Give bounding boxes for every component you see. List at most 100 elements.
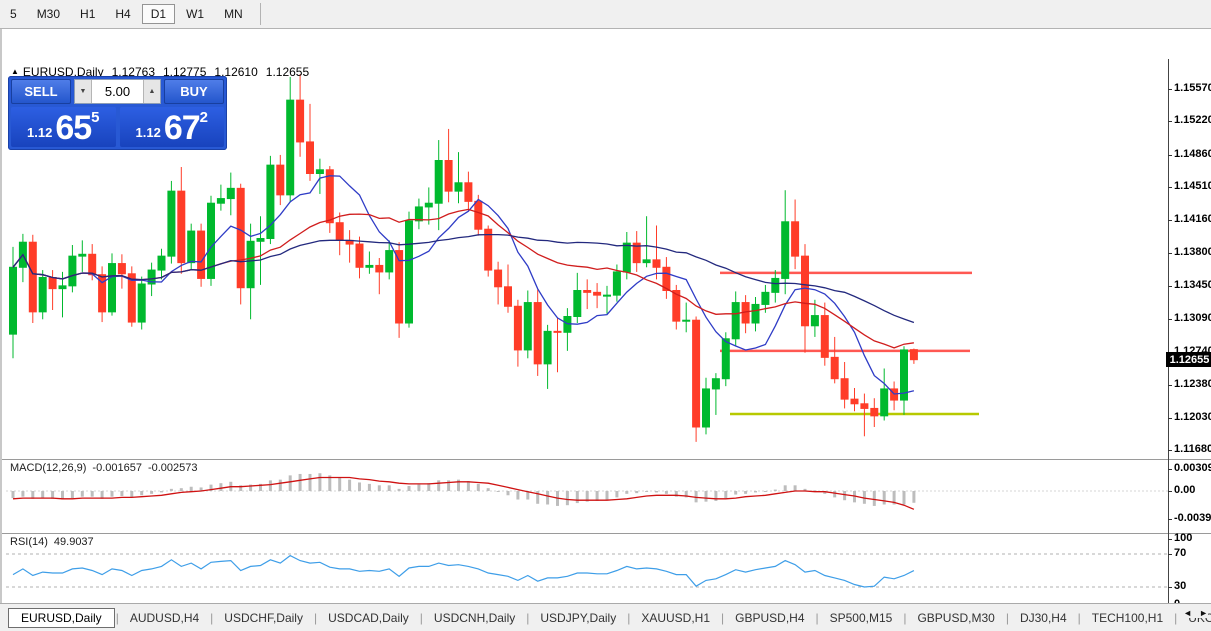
macd-histogram-bar — [882, 491, 886, 505]
chart-tab-xauusd-h1[interactable]: XAUUSD,H1 — [641, 610, 711, 625]
candle-body — [207, 202, 215, 279]
buy-button[interactable]: BUY — [164, 79, 224, 104]
chart-tab-dj30-h4[interactable]: DJ30,H4 — [1019, 610, 1067, 625]
macd-histogram-bar — [130, 491, 134, 498]
candle-body — [197, 230, 206, 279]
scroll-right-icon[interactable]: ► — [1199, 608, 1208, 618]
collapse-triangle-icon[interactable]: ▲ — [11, 67, 19, 76]
price-axis-line — [1168, 59, 1169, 613]
candle-body — [533, 302, 542, 365]
timeframe-button-5[interactable]: 5 — [10, 7, 17, 21]
price-axis-tick — [1168, 450, 1172, 451]
candle-body — [296, 99, 305, 143]
price-chart-canvas[interactable] — [6, 63, 1168, 458]
macd-histogram-bar — [892, 491, 896, 505]
macd-histogram-bar — [70, 491, 74, 499]
macd-axis-tick — [1168, 519, 1172, 520]
candle-body — [810, 315, 819, 327]
macd-histogram-bar — [635, 491, 639, 494]
macd-histogram-bar — [358, 482, 361, 491]
chart-tab-usdchf-daily[interactable]: USDCHF,Daily — [224, 610, 303, 625]
volume-increase-button[interactable]: ▲ — [143, 80, 160, 103]
sell-button[interactable]: SELL — [11, 79, 71, 104]
buy-price-big-digits: 67 — [163, 109, 201, 147]
candle-body — [58, 285, 67, 290]
chart-tab-usdjpy-daily[interactable]: USDJPY,Daily — [540, 610, 617, 625]
sell-price-button[interactable]: 1.12 65 5 — [11, 107, 116, 147]
candle-body — [315, 169, 324, 174]
macd-histogram-bar — [655, 491, 658, 493]
price-axis-label: 1.12030 — [1174, 411, 1211, 423]
chart-tab-audusd-h4[interactable]: AUDUSD,H4 — [129, 610, 200, 625]
price-axis-label: 1.13800 — [1174, 246, 1211, 258]
candle-body — [88, 253, 97, 276]
price-axis-label: 1.13450 — [1174, 279, 1211, 291]
macd-histogram-bar — [803, 488, 807, 491]
macd-indicator-canvas[interactable] — [6, 460, 1168, 532]
volume-input[interactable]: 5.00 — [104, 84, 131, 99]
timeframe-button-d1[interactable]: D1 — [141, 4, 176, 24]
ohlc-open: 1.12763 — [111, 65, 155, 79]
volume-decrease-button[interactable]: ▼ — [75, 80, 92, 103]
candle-body — [226, 187, 235, 200]
rsi-axis-tick — [1168, 554, 1172, 555]
panel-separator[interactable] — [2, 459, 1211, 460]
candle-body — [652, 259, 661, 268]
macd-histogram-bar — [31, 491, 35, 499]
chart-symbol-label: EURUSD,Daily — [22, 65, 104, 79]
candle-body — [157, 255, 166, 271]
candle-body — [632, 242, 641, 264]
macd-histogram-bar — [674, 491, 678, 497]
chart-tab-usdcnh-daily[interactable]: USDCNH,Daily — [433, 610, 516, 625]
chart-tab-tech100-h1[interactable]: TECH100,H1 — [1091, 610, 1164, 625]
timeframe-toolbar: 5 M30 H1 H4 D1 W1 MN — [0, 0, 1211, 29]
candle-body — [9, 266, 17, 335]
timeframe-button-m30[interactable]: M30 — [36, 7, 61, 21]
candle-body — [504, 286, 512, 307]
ohlc-close: 1.12655 — [265, 65, 310, 79]
macd-histogram-bar — [625, 491, 629, 494]
macd-histogram-bar — [51, 491, 55, 499]
timeframe-button-w1[interactable]: W1 — [186, 7, 205, 21]
timeframe-button-h4[interactable]: H4 — [115, 7, 131, 21]
candle-body — [513, 305, 522, 351]
candle-body — [622, 242, 631, 273]
macd-histogram-bar — [754, 491, 757, 493]
scroll-left-icon[interactable]: ◄ — [1183, 608, 1193, 618]
panel-separator[interactable] — [2, 533, 1211, 534]
candle-body — [840, 378, 849, 400]
macd-axis-tick — [1168, 491, 1172, 492]
chart-tab-gbpusd-h4[interactable]: GBPUSD,H4 — [735, 610, 805, 625]
candle-body — [484, 228, 493, 271]
macd-histogram-bar — [338, 477, 342, 491]
chart-tab-eurusd-daily[interactable]: EURUSD,Daily — [8, 607, 115, 628]
candle-body — [801, 255, 809, 327]
chart-tab-usdcad-daily[interactable]: USDCAD,Daily — [328, 610, 409, 625]
buy-price-button[interactable]: 1.12 67 2 — [119, 107, 224, 147]
chart-tab-sp500-m15[interactable]: SP500,M15 — [829, 610, 893, 625]
macd-histogram-bar — [763, 491, 767, 492]
candle-body — [523, 302, 532, 351]
chart-tab-gbpusd-m30[interactable]: GBPUSD,M30 — [917, 610, 995, 625]
timeframe-button-h1[interactable]: H1 — [80, 7, 96, 21]
macd-axis-label: -0.003947 — [1174, 512, 1211, 524]
candle-body — [761, 291, 770, 305]
candle-body — [870, 407, 879, 417]
macd-histogram-bar — [843, 491, 847, 501]
one-click-trading-panel: SELL ▼ 5.00 ▲ BUY 1.12 65 5 1.12 67 2 — [8, 76, 227, 150]
macd-label: MACD(12,26,9) -0.001657 -0.002573 — [10, 462, 204, 474]
macd-histogram-bar — [457, 479, 460, 491]
candle-body — [68, 255, 77, 287]
timeframe-button-mn[interactable]: MN — [224, 7, 243, 21]
price-axis-tick — [1168, 253, 1172, 254]
macd-histogram-bar — [110, 491, 114, 497]
candle-body — [791, 221, 800, 257]
rsi-indicator-canvas[interactable] — [6, 534, 1168, 613]
candle-body — [444, 160, 453, 192]
macd-histogram-bar — [773, 489, 777, 491]
candle-body — [266, 164, 275, 239]
macd-histogram-bar — [179, 488, 183, 491]
macd-histogram-bar — [160, 491, 163, 493]
price-axis-label: 1.11680 — [1174, 443, 1211, 455]
